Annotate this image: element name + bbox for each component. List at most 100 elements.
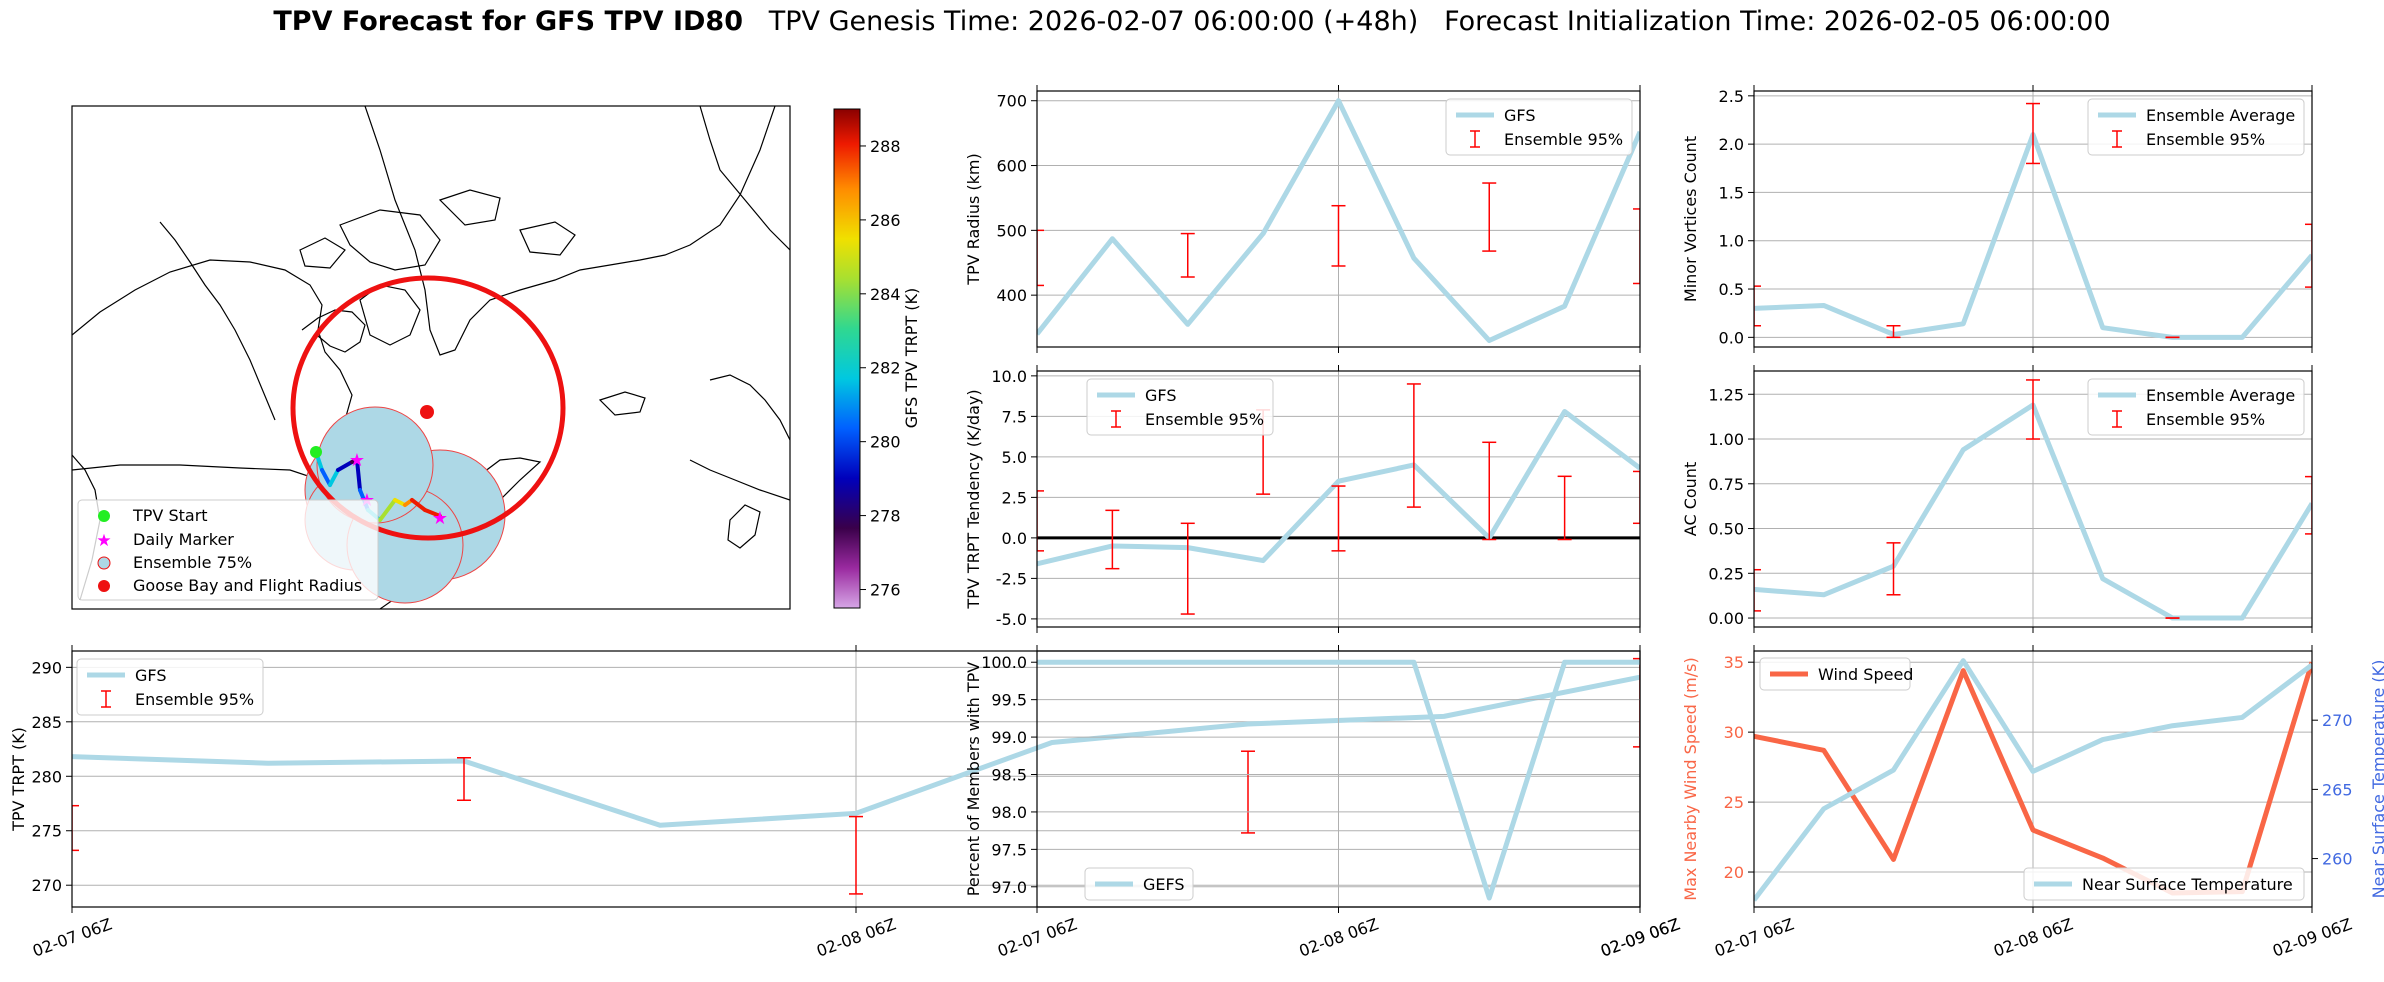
legend-marker-daily: ★ bbox=[96, 531, 111, 551]
y-tick-label: 290 bbox=[31, 658, 62, 677]
y-tick-label: 5.0 bbox=[1002, 448, 1027, 467]
ac-legend-label: Ensemble Average bbox=[2146, 386, 2295, 405]
legend-label-daily-marker: Daily Marker bbox=[133, 530, 234, 549]
y-tick-label: 0.75 bbox=[1708, 475, 1744, 494]
percent-legend-box bbox=[1084, 867, 1194, 901]
series-line-gfs bbox=[72, 674, 1640, 828]
chart-plot-area bbox=[1037, 98, 1640, 344]
coastline-baffin bbox=[359, 284, 421, 346]
ac-legend-box bbox=[2087, 378, 2305, 436]
colorbar-tick-label: 282 bbox=[870, 359, 901, 378]
legend-marker-ensemble-75 bbox=[97, 556, 111, 570]
coastline-europe-3 bbox=[689, 459, 790, 501]
y-axis-label-right: Near Surface Temperature (K) bbox=[2369, 660, 2384, 899]
x-tick-label: 02-07 06Z bbox=[995, 914, 1079, 960]
tpv-track-segment bbox=[320, 468, 332, 487]
figure-title-init: Forecast Initialization Time: 2026-02-05… bbox=[1444, 6, 2111, 37]
wind_temp-2-legend-label: Near Surface Temperature bbox=[2082, 875, 2293, 894]
y-tick-label: 7.5 bbox=[1002, 407, 1027, 426]
legend-label-tpv-start: TPV Start bbox=[132, 506, 208, 525]
y-tick-label: 2.5 bbox=[1002, 488, 1027, 507]
tpv-track-segment bbox=[355, 458, 362, 492]
y-tick-label: 98.0 bbox=[991, 803, 1027, 822]
map-legend-box bbox=[77, 499, 379, 601]
y-tick-label: 500 bbox=[996, 221, 1027, 240]
y-axis-label: AC Count bbox=[1681, 462, 1700, 536]
colorbar-tick-label: 276 bbox=[870, 581, 901, 600]
y-tick-label: 99.5 bbox=[991, 691, 1027, 710]
tendency-legend-label: GFS bbox=[1145, 386, 1176, 405]
chart-plot-area bbox=[1754, 102, 2312, 340]
minor-legend-label: Ensemble Average bbox=[2146, 106, 2295, 125]
tpv-track-segment bbox=[423, 508, 442, 518]
chart-frame bbox=[1753, 650, 2313, 908]
y-tick-label: 280 bbox=[31, 767, 62, 786]
tpv-track-segment bbox=[378, 498, 397, 522]
y-tick-label-right: 260 bbox=[2322, 850, 2353, 869]
y-tick-label: 600 bbox=[996, 157, 1027, 176]
trpt-legend-label: Ensemble 95% bbox=[135, 690, 254, 709]
daily-marker: ★ bbox=[349, 450, 365, 471]
y-tick-label: 97.0 bbox=[991, 878, 1027, 897]
wind_temp-2-legend-box bbox=[2023, 867, 2305, 901]
y-tick-label: 35 bbox=[1724, 653, 1744, 672]
y-tick-label: 0.5 bbox=[1719, 280, 1744, 299]
x-tick-label: 02-07 06Z bbox=[1712, 914, 1796, 960]
chart-plot-area bbox=[72, 657, 1640, 895]
y-tick-label: 700 bbox=[996, 92, 1027, 111]
goose-bay-marker bbox=[420, 405, 434, 419]
colorbar-tick-label: 280 bbox=[870, 433, 901, 452]
y-tick-label: -5.0 bbox=[996, 610, 1027, 629]
minor-legend-label: Ensemble 95% bbox=[2146, 130, 2265, 149]
colorbar bbox=[833, 108, 861, 609]
x-tick-label: 02-09 06Z bbox=[2270, 914, 2354, 960]
y-tick-label: 97.5 bbox=[991, 840, 1027, 859]
y-tick-label: 2.0 bbox=[1719, 135, 1744, 154]
wind_temp-legend-box bbox=[1759, 657, 1911, 691]
y-tick-label: 285 bbox=[31, 713, 62, 732]
coastline-hudson-bay bbox=[301, 309, 366, 353]
chart-frame bbox=[1753, 90, 2313, 348]
x-tick-label: 02-08 06Z bbox=[1296, 914, 1380, 960]
y-tick-label-right: 270 bbox=[2322, 711, 2353, 730]
coastline-europe-2 bbox=[709, 374, 790, 441]
y-tick-label: 0.50 bbox=[1708, 520, 1744, 539]
x-tick-label: 02-07 06Z bbox=[30, 914, 114, 960]
y-tick-label: 1.00 bbox=[1708, 430, 1744, 449]
colorbar-tick-label: 288 bbox=[870, 137, 901, 156]
chart-wind_temp: 20 25 30 35 02-07 06Z 02-08 06Z 02-09 06Z 260 26… bbox=[1681, 645, 2384, 961]
y-tick-label: 0.00 bbox=[1708, 609, 1744, 628]
y-tick-label: 98.5 bbox=[991, 766, 1027, 785]
y-axis-label: TPV TRPT (K) bbox=[9, 727, 28, 832]
map-panel: ★★★ TPV Start ★ Daily Marker Ensemble 75… bbox=[71, 105, 921, 610]
y-axis-label: Max Nearby Wind Speed (m/s) bbox=[1681, 657, 1700, 900]
tpv-track-segment bbox=[328, 468, 340, 487]
y-tick-label: 0.25 bbox=[1708, 564, 1744, 583]
tpv-track-segment bbox=[410, 498, 427, 512]
y-tick-label: 0.0 bbox=[1002, 529, 1027, 548]
colorbar-tick-label: 286 bbox=[870, 211, 901, 230]
chart-tendency: -5.0 -2.5 0.0 2.5 5.0 7.5 10.0 TPV TRPT Tendenc… bbox=[964, 365, 1641, 633]
trpt-legend-label: GFS bbox=[135, 666, 166, 685]
y-tick-label: 1.0 bbox=[1719, 232, 1744, 251]
daily-marker: ★ bbox=[432, 508, 448, 529]
legend-marker-goose-bay bbox=[98, 580, 110, 592]
figure-title: TPV Forecast for GFS TPV ID80 TPV Genesi… bbox=[0, 6, 2384, 37]
radius-legend-label: GFS bbox=[1504, 106, 1535, 125]
chart-minor: 0.0 0.5 1.0 1.5 2.0 2.5 Minor Vortices Count En… bbox=[1681, 85, 2313, 353]
y-tick-label: 270 bbox=[31, 876, 62, 895]
radius-legend-label: Ensemble 95% bbox=[1504, 130, 1623, 149]
percent-legend-label: GEFS bbox=[1143, 875, 1185, 894]
colorbar-tick-label: 278 bbox=[870, 507, 901, 526]
chart-frame bbox=[1753, 370, 2313, 628]
y-tick-label: 20 bbox=[1724, 863, 1744, 882]
y-tick-label: 1.25 bbox=[1708, 385, 1744, 404]
x-tick-label: 02-09 06Z bbox=[1598, 914, 1682, 960]
chart-plot-area bbox=[1037, 659, 1640, 901]
series-line-gefs bbox=[1037, 659, 1640, 901]
series-line-near-surface-temperature bbox=[1754, 658, 2312, 902]
y-tick-label: 99.0 bbox=[991, 728, 1027, 747]
y-tick-label: 30 bbox=[1724, 723, 1744, 742]
y-tick-label: 400 bbox=[996, 286, 1027, 305]
